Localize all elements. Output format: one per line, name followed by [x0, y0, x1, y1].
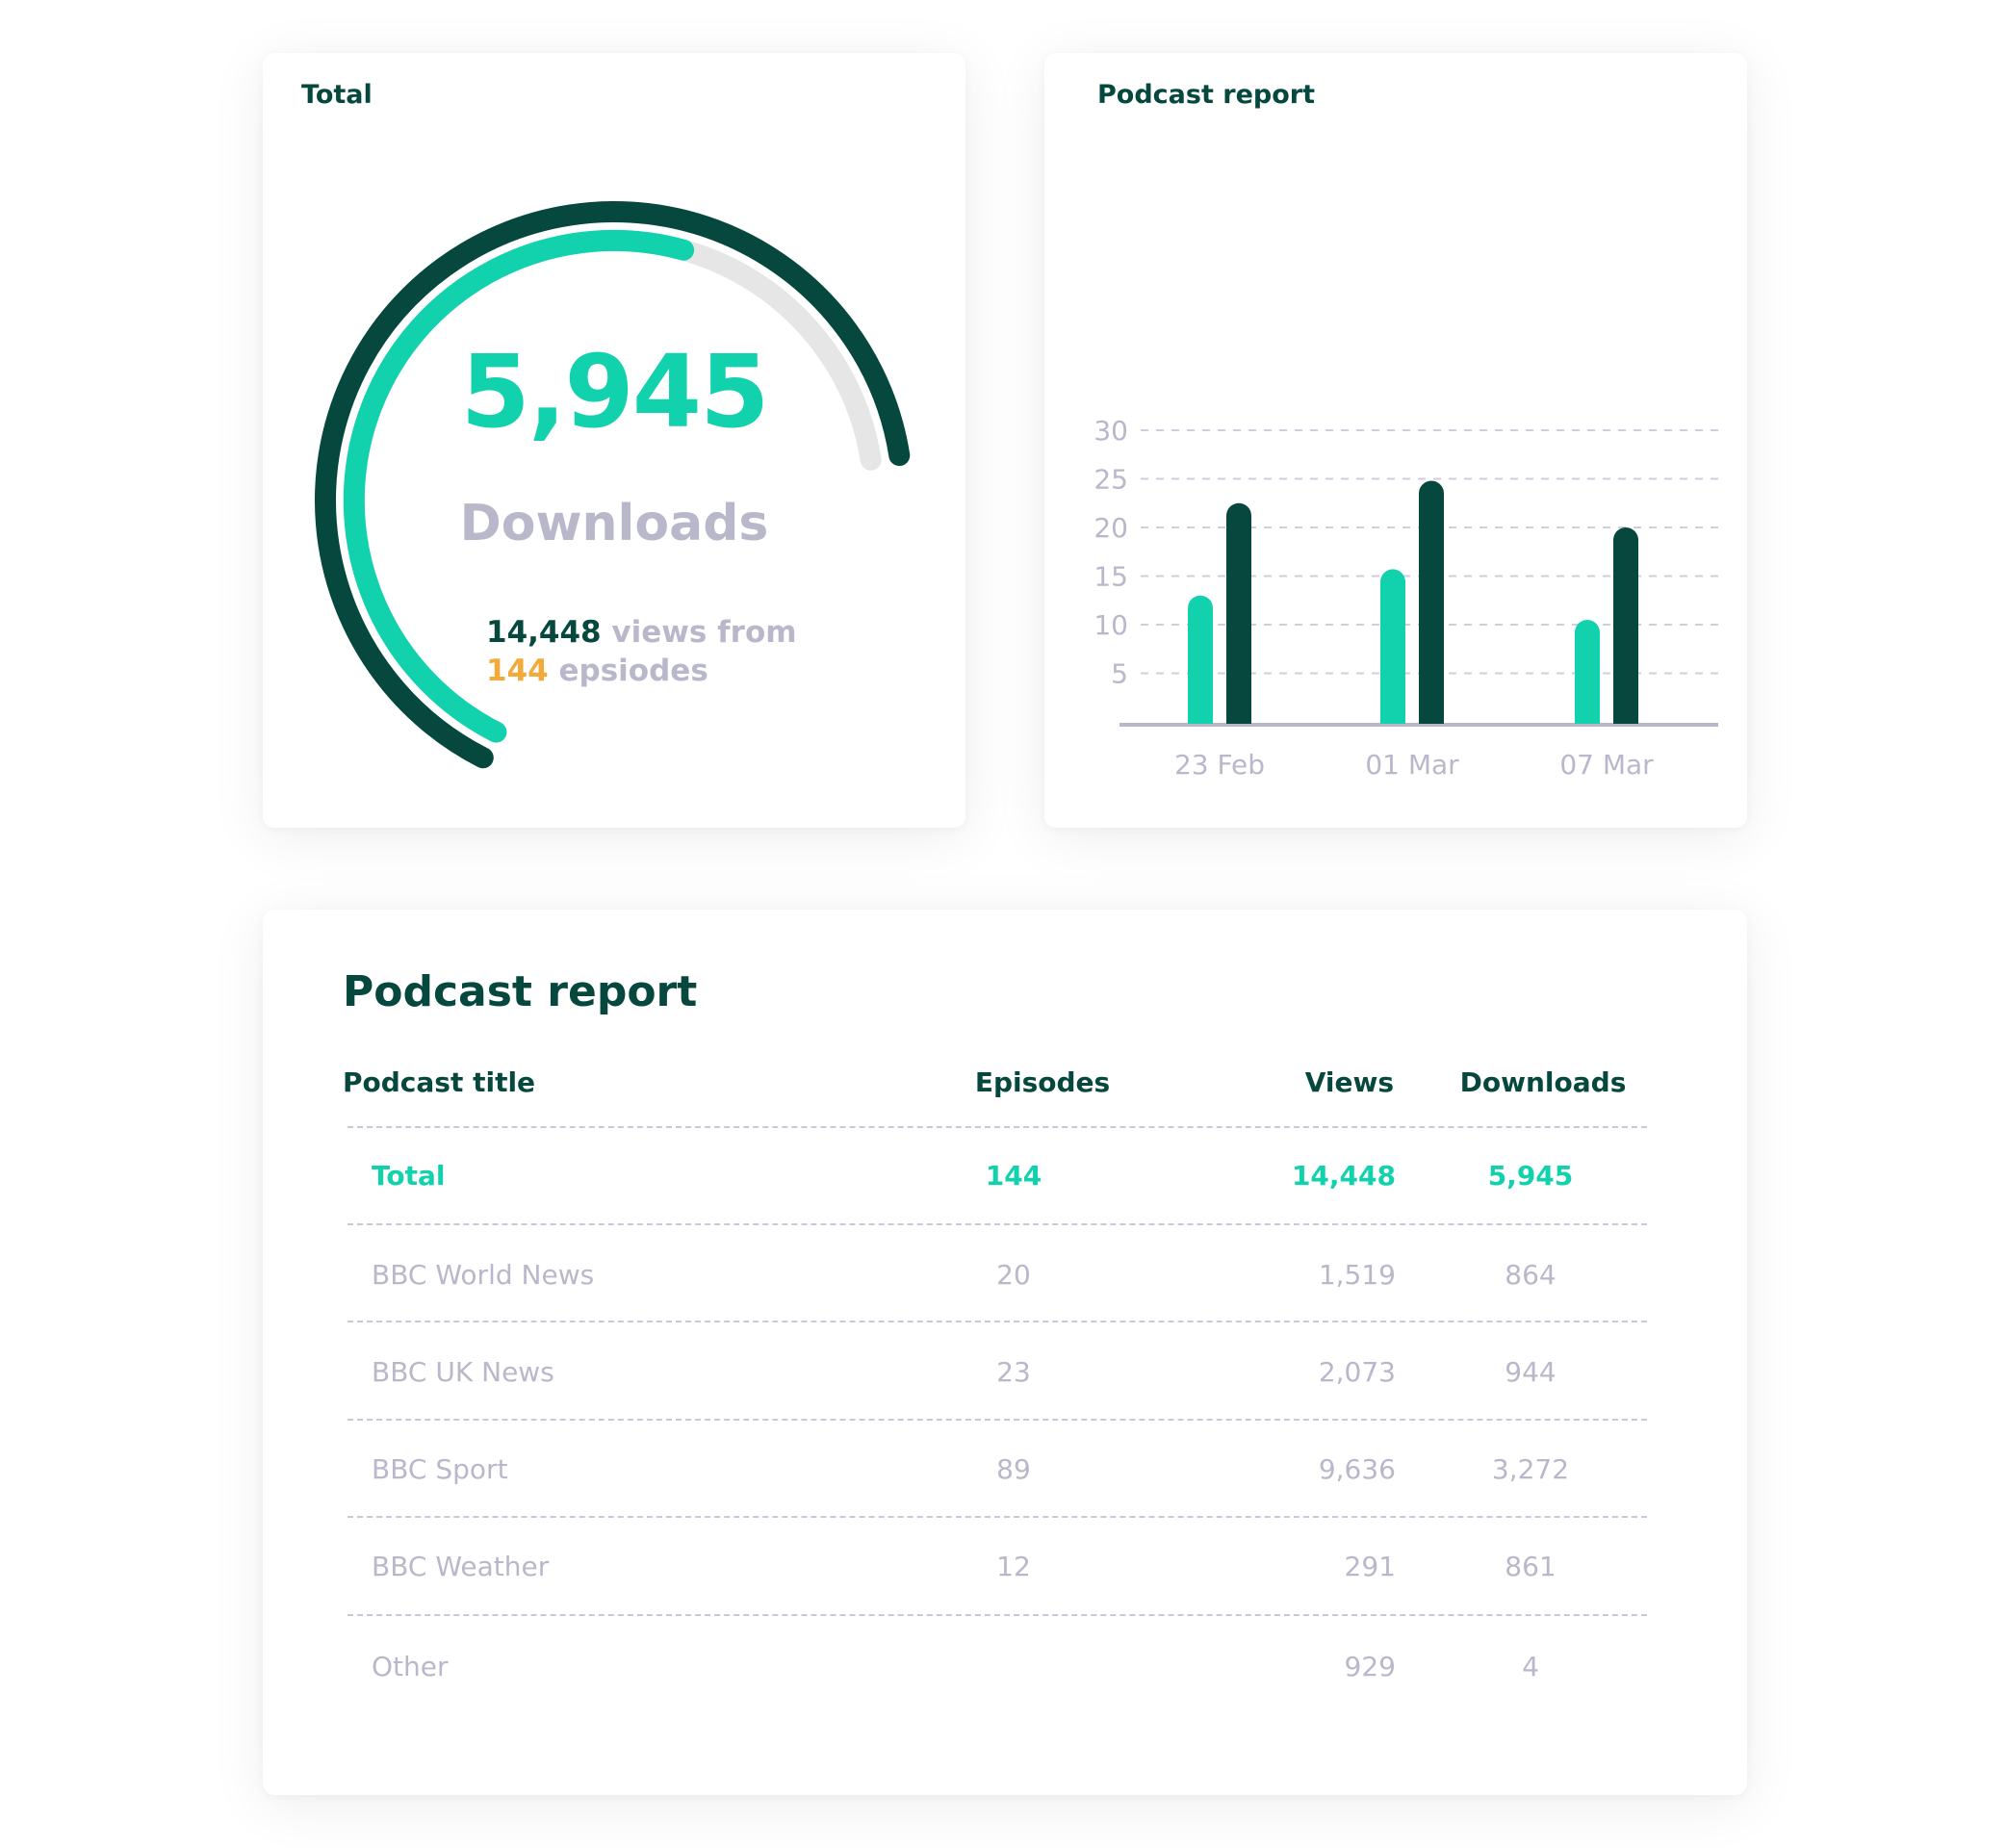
cell-views: 1,519 [1318, 1259, 1396, 1291]
total-downloads-card: Total 5,945 Downloads 14,448 views from … [263, 53, 965, 828]
views-summary-line: 14,448 views from [486, 613, 797, 652]
bar-base [1613, 708, 1638, 724]
table-row: Other 929 4 [263, 1648, 1747, 1686]
cell-title: Other [372, 1651, 449, 1682]
x-tick-label: 01 Mar [1365, 749, 1459, 781]
bar [1188, 595, 1213, 724]
gauge-progress-arc [343, 230, 695, 743]
y-tick-label: 30 [1094, 415, 1128, 447]
table-card-title: Podcast report [343, 967, 698, 1016]
cell-episodes: 144 [985, 1160, 1042, 1192]
cell-title: BBC World News [372, 1259, 595, 1291]
episodes-count: 144 [486, 654, 549, 688]
cell-views: 291 [1344, 1551, 1396, 1582]
bar-base [1188, 708, 1213, 724]
cell-downloads: 861 [1505, 1551, 1557, 1582]
cell-title: Total [372, 1160, 446, 1192]
bar-base [1575, 708, 1600, 724]
column-header-title: Podcast title [343, 1066, 536, 1098]
podcast-report-chart-card: Podcast report 5 10 15 20 25 30 23 Feb 01 Mar 07… [1044, 53, 1747, 828]
column-header-downloads: Downloads [1459, 1066, 1627, 1098]
cell-episodes: 89 [996, 1453, 1031, 1485]
bar-base [1419, 708, 1444, 724]
row-divider [347, 1321, 1647, 1322]
bar [1575, 619, 1600, 724]
cell-title: BBC Weather [372, 1551, 550, 1582]
bar [1380, 569, 1405, 724]
podcast-bar-chart: 5 10 15 20 25 30 23 Feb 01 Mar 07 Mar [1094, 415, 1718, 781]
total-card-title: Total [301, 80, 373, 110]
row-divider [347, 1516, 1647, 1518]
table-header-row: Podcast title Episodes Views Downloads [263, 1064, 1747, 1102]
cell-title: BBC UK News [372, 1356, 554, 1388]
episodes-summary-line: 144 epsiodes [486, 652, 797, 690]
table-row: BBC Sport 89 9,636 3,272 [263, 1450, 1747, 1489]
row-divider [347, 1126, 1647, 1128]
row-divider [347, 1419, 1647, 1421]
gauge-outer-arc [314, 201, 911, 769]
total-downloads-value: 5,945 [460, 333, 770, 450]
cell-episodes: 23 [996, 1356, 1031, 1388]
cell-views: 929 [1344, 1651, 1396, 1682]
total-downloads-label: Downloads [459, 495, 769, 552]
table-row: BBC World News 20 1,519 864 [263, 1256, 1747, 1295]
bar [1419, 480, 1444, 724]
cell-views: 2,073 [1318, 1356, 1396, 1388]
y-tick-label: 15 [1094, 561, 1128, 593]
column-header-episodes: Episodes [974, 1066, 1111, 1098]
cell-downloads: 3,272 [1491, 1453, 1570, 1485]
y-tick-label: 10 [1094, 609, 1128, 641]
row-divider [347, 1614, 1647, 1616]
cell-title: BBC Sport [372, 1453, 508, 1485]
views-text: views from [601, 615, 797, 650]
cell-views: 9,636 [1318, 1453, 1396, 1485]
cell-episodes: 20 [996, 1259, 1031, 1291]
podcast-report-table: Podcast title Episodes Views Downloads T… [263, 910, 1747, 1795]
bar-base [1226, 708, 1251, 724]
bar-base [1380, 708, 1405, 724]
x-tick-label: 23 Feb [1174, 749, 1265, 781]
cell-episodes: 12 [996, 1551, 1031, 1582]
y-tick-label: 20 [1094, 512, 1128, 544]
x-tick-label: 07 Mar [1559, 749, 1654, 781]
cell-downloads: 4 [1522, 1651, 1539, 1682]
downloads-gauge [314, 201, 911, 769]
chart-card-title: Podcast report [1097, 80, 1315, 110]
podcast-report-table-card: Podcast report Podcast title Episodes Vi… [263, 910, 1747, 1795]
cell-downloads: 864 [1505, 1259, 1557, 1291]
y-tick-label: 5 [1111, 658, 1128, 690]
bar [1613, 527, 1638, 724]
episodes-text: epsiodes [548, 654, 708, 688]
gauge-summary: 14,448 views from 144 epsiodes [486, 613, 797, 690]
y-tick-label: 25 [1094, 464, 1128, 496]
table-row: BBC UK News 23 2,073 944 [263, 1353, 1747, 1392]
row-divider [347, 1223, 1647, 1225]
column-header-views: Views [1304, 1066, 1394, 1098]
table-row: BBC Weather 12 291 861 [263, 1548, 1747, 1586]
cell-downloads: 5,945 [1487, 1160, 1574, 1192]
table-row-total: Total 144 14,448 5,945 [263, 1157, 1747, 1195]
views-count: 14,448 [486, 615, 602, 650]
bar [1226, 502, 1251, 724]
cell-downloads: 944 [1505, 1356, 1557, 1388]
cell-views: 14,448 [1291, 1160, 1396, 1192]
